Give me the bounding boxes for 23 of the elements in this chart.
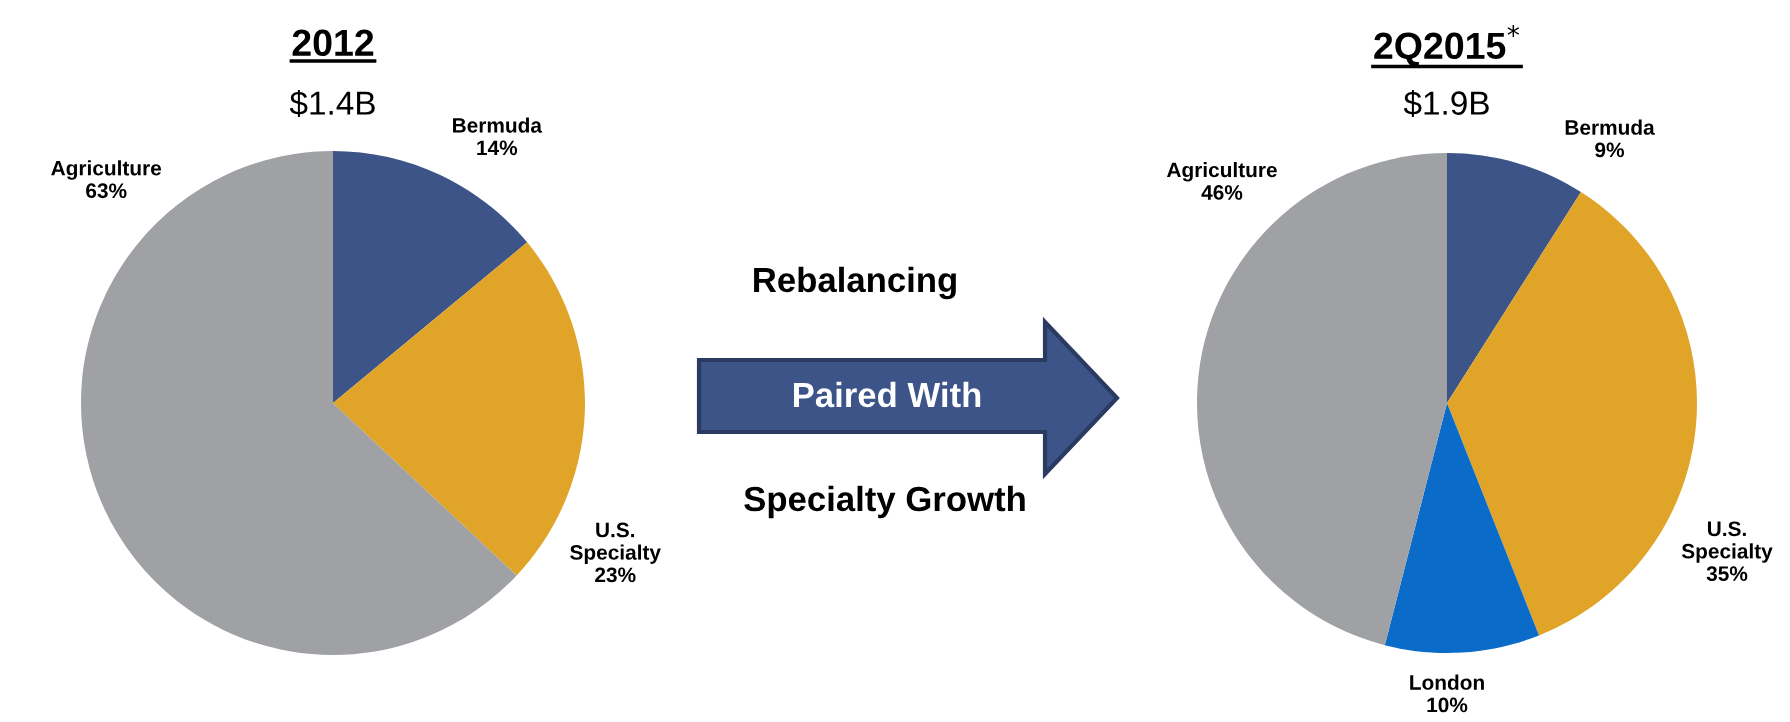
slice-label: Agriculture	[51, 160, 162, 180]
chart-subtitle: $1.9B	[1403, 89, 1489, 117]
slice-label: U.S. Specialty	[1681, 521, 1773, 563]
data-label: 46%	[1201, 185, 1243, 200]
data-label: 35%	[1706, 566, 1748, 582]
pie-slice	[1447, 153, 1581, 403]
data-label: 23%	[595, 567, 636, 583]
slice-label: Bermuda	[1565, 119, 1655, 135]
chart-title: 2Q2015$^{*}$	[1374, 24, 1520, 67]
slice-label: Agriculture	[1166, 162, 1277, 182]
chart-subtitle: $1.4B	[289, 89, 375, 117]
data-label: 10%	[1427, 697, 1468, 713]
text: Paired With	[793, 381, 981, 408]
text: Specialty Growth	[744, 485, 1025, 519]
data-label: 9%	[1595, 142, 1625, 158]
data-label: 14%	[477, 140, 518, 156]
slice-label: U.S. Specialty	[570, 522, 661, 564]
chart-title: 2012	[292, 29, 374, 57]
slice-label: Bermuda	[453, 117, 543, 133]
pie-slice	[1384, 403, 1540, 653]
slice-label: London	[1410, 674, 1484, 690]
data-label: 63%	[86, 183, 127, 199]
text: Rebalancing	[754, 266, 956, 300]
